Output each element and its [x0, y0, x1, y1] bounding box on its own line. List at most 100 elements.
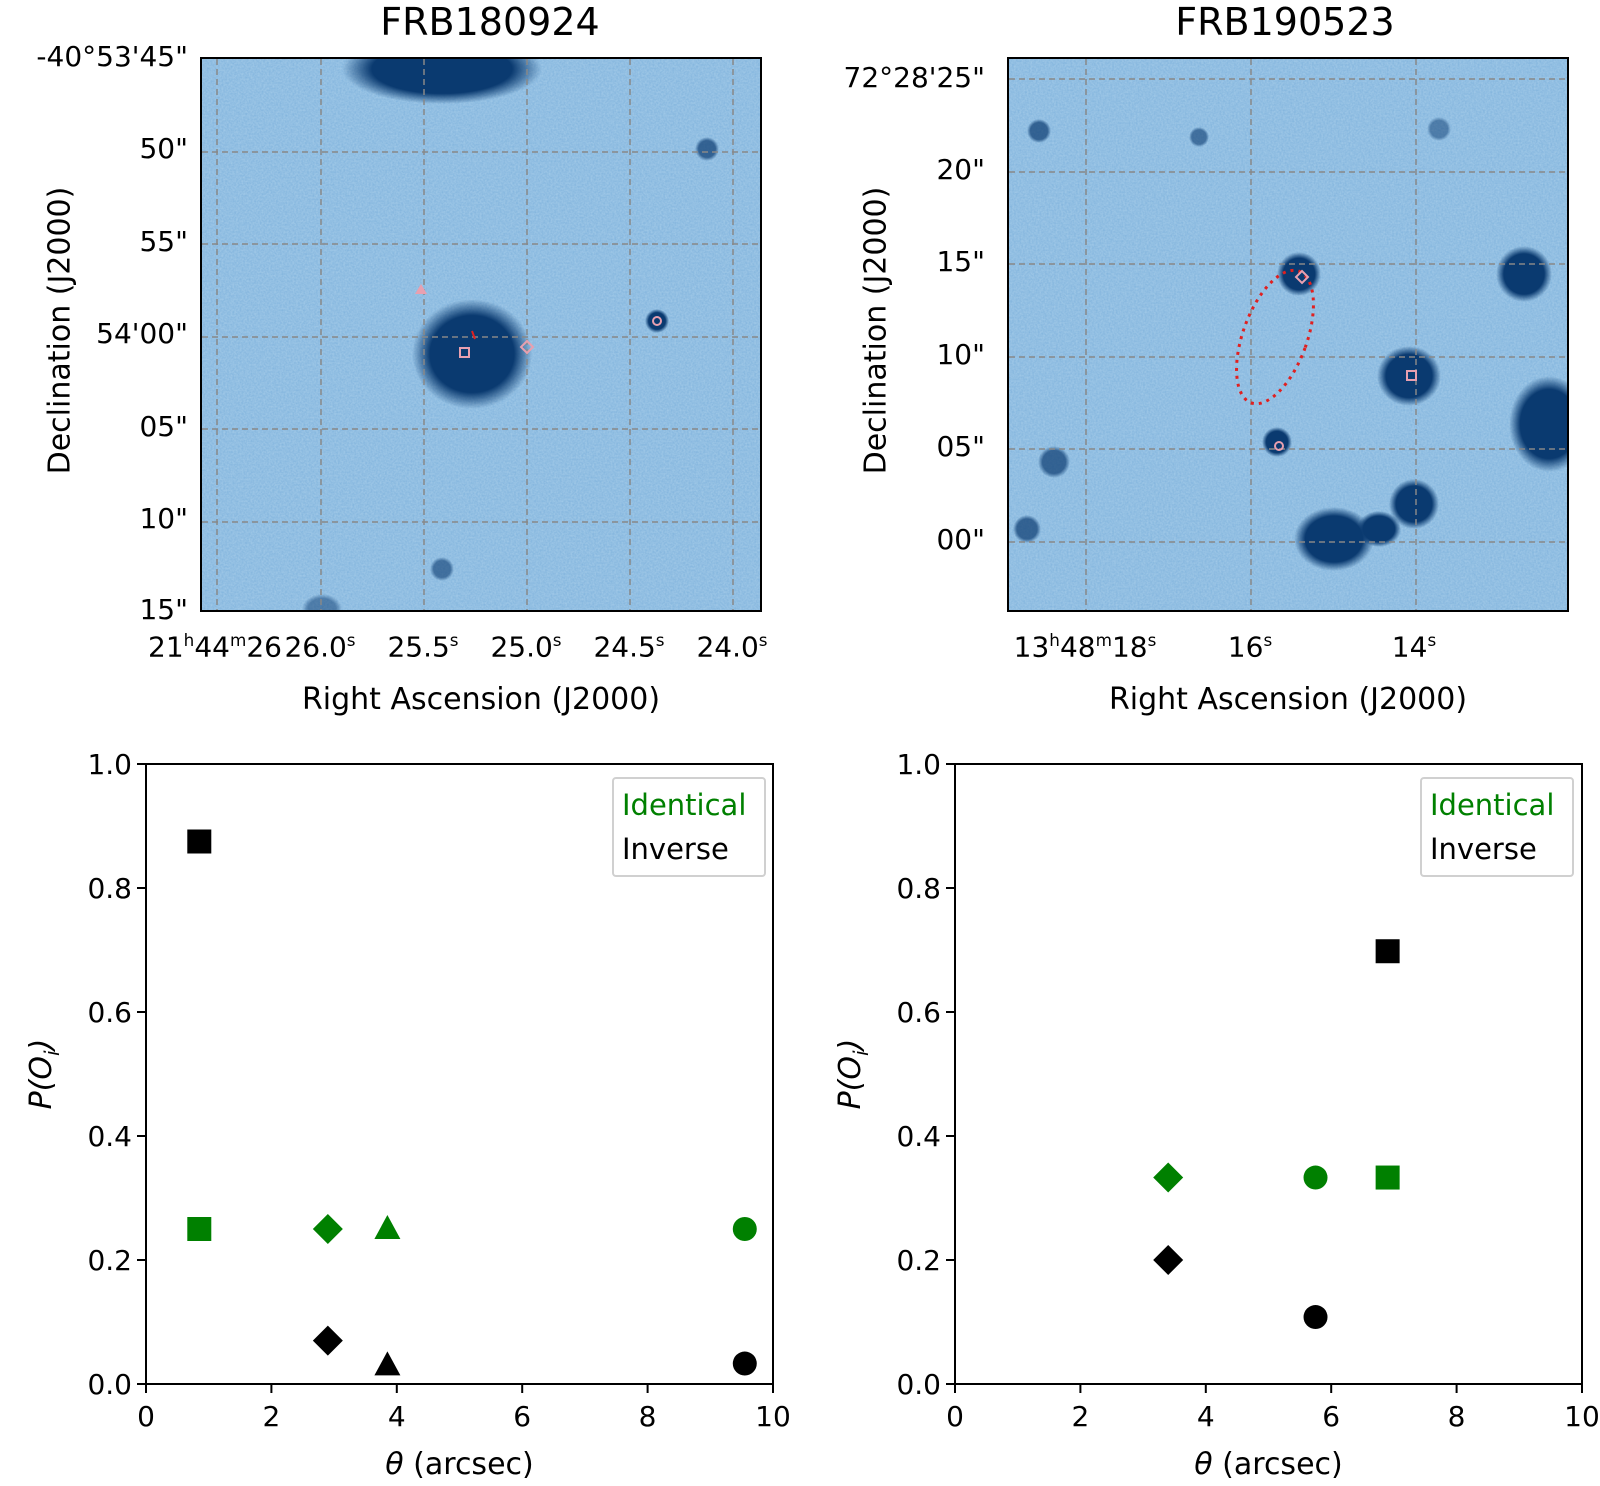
image-left-xtick: 24.5s	[593, 630, 665, 664]
image-left-xtick: 26.0s	[284, 630, 356, 664]
grid-right	[1009, 59, 1567, 610]
image-left-xtick: 25.5s	[387, 630, 459, 664]
legend-right: Identical Inverse	[1420, 777, 1574, 877]
x-tick-label: 0	[137, 1400, 155, 1433]
source	[1357, 511, 1401, 547]
y-tick-label: 0.0	[896, 1368, 941, 1401]
identical-triangle-point	[374, 1215, 401, 1239]
image-right-ytick: 20"	[936, 153, 985, 186]
sky-image-right	[1007, 57, 1569, 612]
source-faint	[1013, 515, 1041, 543]
x-tick-label: 10	[1564, 1400, 1600, 1433]
y-axis-label: P(Oi)	[24, 1039, 64, 1110]
y-tick-label: 0.6	[896, 996, 941, 1029]
source	[1294, 507, 1374, 571]
identical-square-point	[187, 1217, 212, 1241]
image-left-xtick: 25.0s	[490, 630, 562, 664]
identical-circle-point	[1303, 1165, 1328, 1190]
identical-circle-point	[732, 1217, 757, 1241]
y-tick-label: 0.4	[87, 1120, 132, 1153]
x-tick-label: 8	[639, 1400, 657, 1433]
x-tick-label: 6	[513, 1400, 531, 1433]
image-left-ytick: 10"	[139, 502, 188, 535]
source-right	[645, 309, 669, 333]
inverse-square-point	[1375, 939, 1400, 964]
source	[1377, 346, 1441, 406]
image-right-ytick: 15"	[936, 245, 985, 278]
x-tick-label: 8	[1448, 1400, 1466, 1433]
y-tick-label: 0.6	[87, 996, 132, 1029]
legend-left: Identical Inverse	[612, 777, 766, 877]
x-tick-label: 0	[946, 1400, 964, 1433]
image-left-ytick: 50"	[139, 132, 188, 165]
source	[1509, 376, 1567, 472]
source-faint	[1427, 117, 1451, 141]
frb-localization-ellipse	[1235, 268, 1315, 406]
source-faint-2	[430, 557, 454, 581]
sky-image-left	[200, 57, 762, 612]
frb-localization	[471, 330, 476, 340]
galaxy-host	[412, 299, 532, 409]
plot-frame	[954, 763, 1583, 1385]
y-tick-label: 0.0	[87, 1368, 132, 1401]
image-right-xtick: 14s	[1391, 630, 1437, 664]
image-title-left: FRB180924	[380, 0, 600, 44]
x-tick-label: 4	[388, 1400, 406, 1433]
sky-image-left-svg	[202, 59, 760, 610]
host-square-marker	[459, 347, 470, 358]
source-faint-3	[302, 594, 342, 610]
source-faint	[1189, 127, 1209, 147]
image-left-ytick: 54'00"	[96, 317, 188, 350]
inverse-diamond-point	[1153, 1245, 1184, 1275]
x-axis-label: θ (arcsec)	[1194, 1447, 1342, 1482]
image-right-xtick: 13h48m18s	[1013, 630, 1157, 664]
legend-inverse: Inverse	[1430, 832, 1537, 866]
sky-noise	[1009, 59, 1567, 610]
x-tick-label: 2	[1071, 1400, 1089, 1433]
inverse-circle-point	[1303, 1305, 1328, 1330]
host-circle-marker	[1274, 441, 1284, 451]
legend-identical: Identical	[622, 788, 747, 822]
y-axis-label: P(Oi)	[833, 1039, 873, 1110]
x-axis-label: θ (arcsec)	[385, 1447, 533, 1482]
y-tick-label: 1.0	[896, 748, 941, 781]
legend-inverse: Inverse	[622, 832, 729, 866]
image-right-xtick: 16s	[1227, 630, 1273, 664]
image-left-ytick: 05"	[139, 410, 188, 443]
source-faint	[1027, 119, 1051, 143]
host-circle-marker	[652, 316, 662, 326]
galaxy-top	[342, 59, 542, 104]
y-tick-label: 1.0	[87, 748, 132, 781]
plot-frame	[145, 763, 774, 1385]
image-right-ytick: 05"	[936, 430, 985, 463]
image-left-xlabel: Right Ascension (J2000)	[301, 682, 661, 717]
grid-left	[202, 59, 760, 610]
source-faint	[1038, 446, 1070, 478]
identical-diamond-point	[312, 1214, 343, 1244]
image-left-xtick: 24.0s	[696, 630, 768, 664]
inverse-diamond-point	[312, 1325, 343, 1356]
x-tick-label: 4	[1197, 1400, 1215, 1433]
image-title-right: FRB190523	[1175, 0, 1395, 44]
host-diamond-marker	[519, 339, 535, 355]
image-left-ytick: 55"	[139, 225, 188, 258]
sky-image-right-svg	[1009, 59, 1567, 610]
host-square-marker	[1406, 370, 1417, 381]
x-tick-label: 6	[1322, 1400, 1340, 1433]
image-right-xlabel: Right Ascension (J2000)	[1108, 682, 1468, 717]
y-tick-label: 0.2	[896, 1244, 941, 1277]
x-tick-label: 2	[262, 1400, 280, 1433]
y-tick-label: 0.8	[896, 872, 941, 905]
y-tick-label: 0.2	[87, 1244, 132, 1277]
inverse-square-point	[187, 829, 212, 854]
image-left-xtick: 21h44m26	[148, 630, 282, 664]
y-tick-label: 0.8	[87, 872, 132, 905]
identical-square-point	[1375, 1165, 1400, 1190]
image-left-ytick: 15"	[139, 593, 188, 626]
x-tick-label: 10	[755, 1400, 791, 1433]
image-right-ytick: 00"	[936, 523, 985, 556]
host-triangle-marker	[415, 284, 427, 294]
source-faint	[695, 137, 719, 161]
source	[1389, 479, 1439, 529]
